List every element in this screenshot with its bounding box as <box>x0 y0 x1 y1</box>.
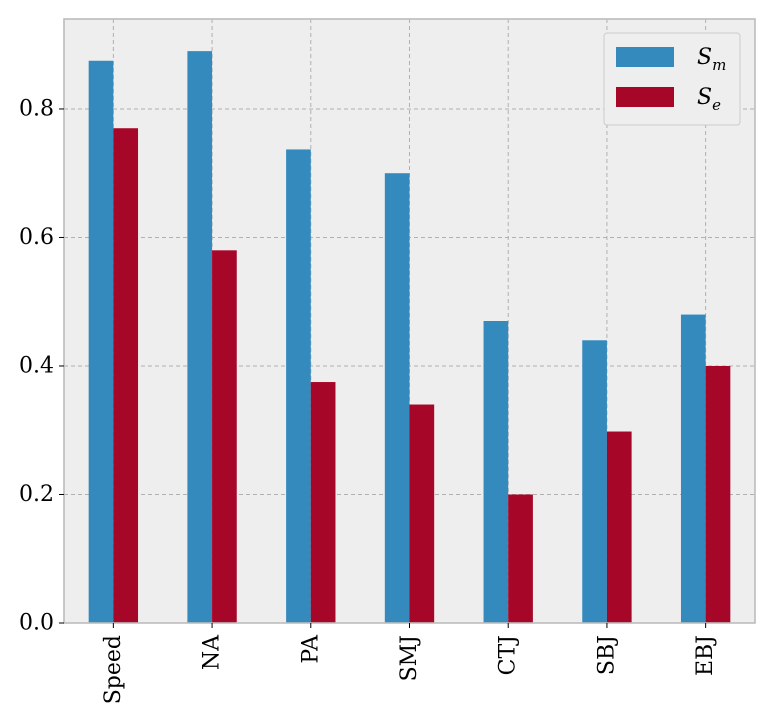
bar-s-m-pa <box>286 149 311 623</box>
x-tick-label-ctj: CTJ <box>496 635 521 675</box>
legend-label-s-m: Sm <box>697 45 726 74</box>
legend-swatch-s-m <box>616 47 674 67</box>
y-tick-label: 0.4 <box>19 353 54 378</box>
y-tick-label: 0.8 <box>19 96 54 121</box>
bar-s-m-speed <box>88 60 114 624</box>
y-tick-label: 0.6 <box>19 225 54 250</box>
x-tick-label-smj: SMJ <box>397 635 422 681</box>
y-tick-label: 0.2 <box>19 482 54 507</box>
bars <box>88 51 731 624</box>
legend-label-s-e: Se <box>697 85 721 114</box>
bar-s-m-smj <box>384 173 410 623</box>
x-tick-label-pa: PA <box>298 634 323 664</box>
x-tick-label-ebj: EBJ <box>693 635 718 676</box>
bar-s-e-na <box>212 250 237 623</box>
y-tick-label: 0.0 <box>19 611 54 636</box>
legend-swatch-s-e <box>616 87 674 107</box>
bar-s-e-speed <box>113 128 139 623</box>
bar-s-e-sbj <box>606 431 632 623</box>
bar-s-m-ctj <box>483 321 509 623</box>
bar-s-m-na <box>187 51 213 623</box>
bar-s-m-sbj <box>582 340 607 623</box>
x-tick-label-sbj: SBJ <box>594 635 619 675</box>
bar-s-m-ebj <box>680 314 706 623</box>
x-tick-label-speed: Speed <box>101 635 126 704</box>
x-axis: Speed NA PA SMJ CTJ SBJ EBJ <box>101 623 718 704</box>
bar-s-e-pa <box>310 382 336 623</box>
y-axis: 0.0 0.2 0.4 0.6 0.8 <box>19 96 64 636</box>
bar-s-e-smj <box>409 404 435 623</box>
bar-s-e-ebj <box>705 365 731 623</box>
x-tick-label-na: NA <box>200 634 225 670</box>
legend: Sm Se <box>603 32 741 126</box>
bar-s-e-ctj <box>508 494 533 623</box>
